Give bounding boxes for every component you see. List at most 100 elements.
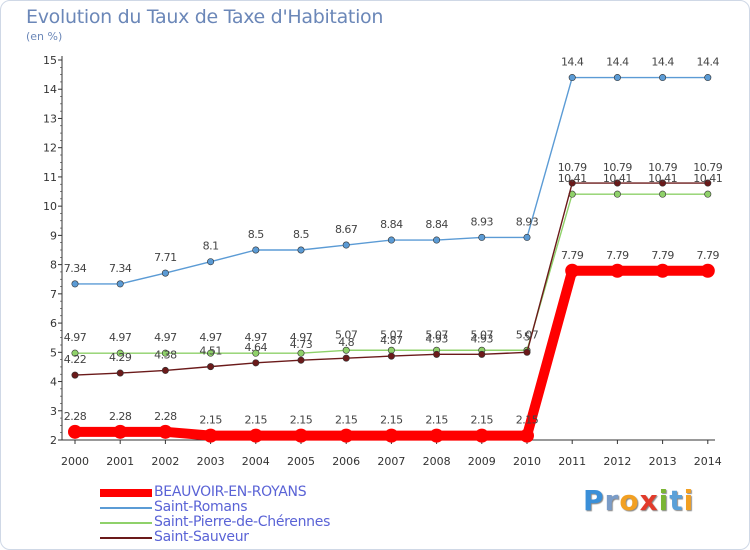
- data-label: 2.15: [425, 414, 448, 427]
- data-point: [342, 346, 350, 354]
- data-label: 2.15: [380, 414, 403, 427]
- y-tick-label: 2: [50, 434, 57, 447]
- data-label: 4.87: [380, 334, 403, 347]
- x-tick-label: 2006: [332, 455, 360, 468]
- data-label: 5.07: [471, 328, 494, 341]
- data-label: 2.15: [516, 414, 539, 427]
- data-point: [161, 269, 169, 277]
- x-tick-label: 2002: [151, 455, 179, 468]
- data-point: [252, 359, 260, 367]
- data-point: [429, 428, 444, 443]
- y-tick-label: 4: [50, 376, 57, 389]
- legend-label: BEAUVOIR-EN-ROYANS: [154, 484, 307, 500]
- data-point: [387, 352, 395, 360]
- data-point: [613, 190, 621, 198]
- data-point: [252, 349, 260, 357]
- data-point: [203, 428, 218, 443]
- data-label: 14.4: [606, 56, 629, 69]
- y-tick-label: 13: [43, 112, 57, 125]
- y-tick-label: 10: [43, 200, 57, 213]
- legend-item: Saint-Romans: [100, 500, 430, 515]
- data-label: 2.15: [335, 414, 358, 427]
- data-label: 2.15: [245, 414, 268, 427]
- data-label: 4.93: [471, 332, 494, 345]
- data-label: 4.97: [154, 331, 177, 344]
- data-point: [339, 428, 354, 443]
- data-label: 7.34: [109, 262, 132, 275]
- y-tick-label: 9: [50, 229, 57, 242]
- data-point: [297, 246, 305, 254]
- y-tick-label: 3: [50, 405, 57, 418]
- y-tick-label: 14: [43, 83, 57, 96]
- chart-subtitle: (en %): [26, 30, 63, 43]
- data-point: [704, 74, 712, 82]
- data-point: [71, 280, 79, 288]
- legend-label: Saint-Romans: [154, 499, 248, 515]
- data-label: 4.64: [245, 341, 268, 354]
- data-label: 14.4: [651, 56, 674, 69]
- data-label: 10.41: [693, 172, 722, 185]
- data-point: [71, 349, 79, 357]
- chart-title: Evolution du Taux de Taxe d'Habitation: [26, 6, 384, 28]
- x-tick-label: 2009: [468, 455, 496, 468]
- data-point: [116, 369, 124, 377]
- data-point: [700, 263, 715, 278]
- data-label: 4.97: [290, 331, 313, 344]
- data-label: 7.34: [64, 262, 87, 275]
- data-point: [655, 263, 670, 278]
- data-label: 7.79: [561, 249, 584, 262]
- data-point: [297, 349, 305, 357]
- x-tick-label: 2004: [242, 455, 270, 468]
- data-point: [387, 236, 395, 244]
- data-point: [613, 179, 621, 187]
- logo-letter: P: [583, 484, 605, 517]
- data-label: 2.15: [199, 414, 222, 427]
- data-label: 4.38: [154, 348, 177, 361]
- data-label: 2.28: [109, 410, 132, 423]
- data-point: [433, 350, 441, 358]
- data-label: 10.41: [603, 172, 632, 185]
- data-label: 7.79: [606, 249, 629, 262]
- data-label: 7.71: [154, 251, 177, 264]
- logo-letter: x: [639, 484, 659, 517]
- data-point: [116, 349, 124, 357]
- data-label: 2.15: [290, 414, 313, 427]
- x-tick-label: 2011: [558, 455, 586, 468]
- x-tick-label: 2013: [649, 455, 677, 468]
- data-label: 5.07: [335, 328, 358, 341]
- data-point: [478, 350, 486, 358]
- data-label: 8.93: [516, 215, 539, 228]
- data-point: [297, 356, 305, 364]
- data-point: [704, 190, 712, 198]
- data-label: 7.79: [651, 249, 674, 262]
- data-label: 8.67: [335, 223, 358, 236]
- data-label: 4.97: [64, 331, 87, 344]
- x-tick-label: 2014: [694, 455, 722, 468]
- legend-label: Saint-Sauveur: [154, 529, 249, 545]
- legend-label: Saint-Pierre-de-Chérennes: [154, 514, 331, 530]
- legend-item: Saint-Sauveur: [100, 530, 430, 545]
- data-point: [116, 280, 124, 288]
- data-point: [659, 74, 667, 82]
- data-point: [384, 428, 399, 443]
- x-tick-label: 2012: [603, 455, 631, 468]
- data-point: [294, 428, 308, 443]
- proxiti-logo: Proxiti: [583, 484, 694, 517]
- data-point: [342, 241, 350, 249]
- data-point: [568, 179, 576, 187]
- y-tick-label: 7: [50, 288, 57, 301]
- data-label: 4.73: [290, 338, 313, 351]
- data-point: [523, 348, 531, 356]
- data-label: 14.4: [697, 56, 720, 69]
- legend-item: BEAUVOIR-EN-ROYANS: [100, 485, 430, 500]
- data-point: [161, 366, 169, 374]
- legend-swatch: [100, 536, 152, 539]
- data-point: [704, 179, 712, 187]
- x-tick-label: 2007: [377, 455, 405, 468]
- data-label: 4.29: [109, 351, 132, 364]
- data-label: 8.84: [380, 218, 403, 231]
- data-point: [478, 233, 486, 241]
- data-label: 2.15: [471, 414, 494, 427]
- data-label: 4.97: [199, 331, 222, 344]
- y-tick-label: 12: [43, 142, 57, 155]
